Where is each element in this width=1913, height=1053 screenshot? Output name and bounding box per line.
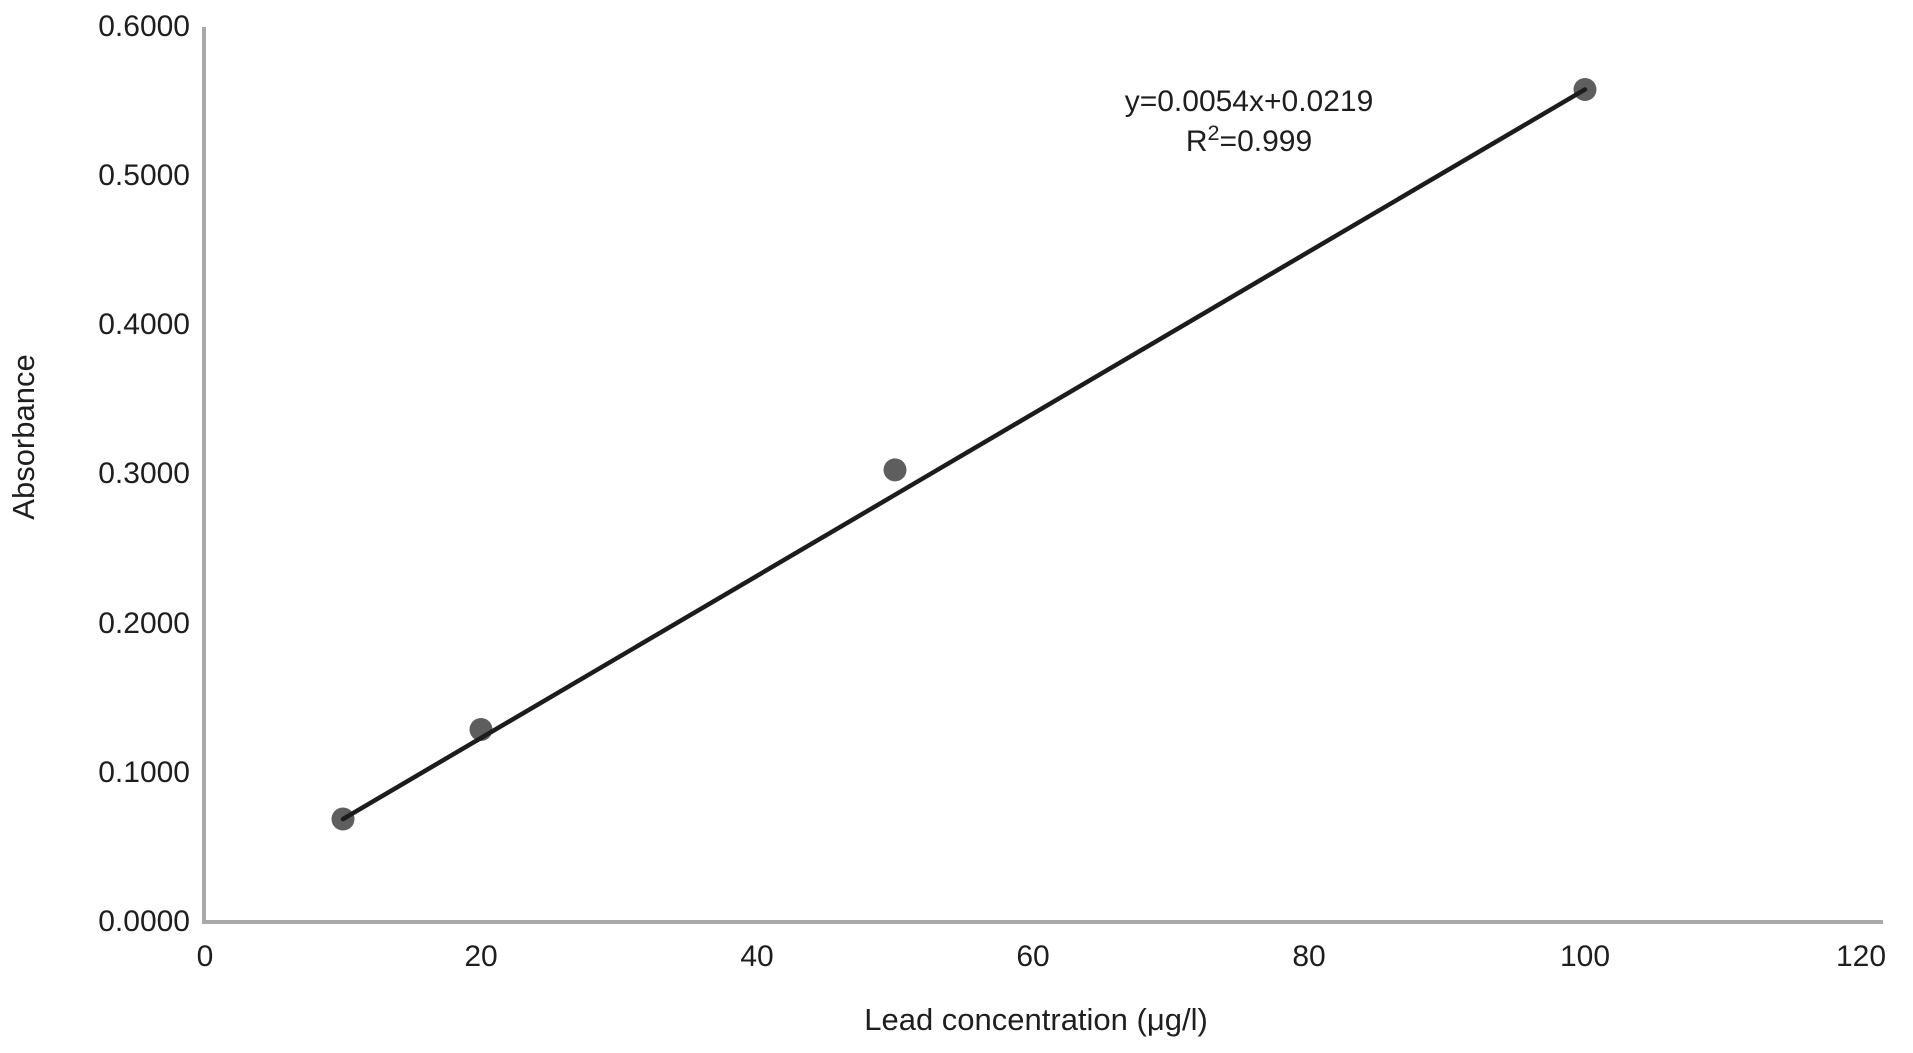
- y-tick-label: 0.1000: [98, 755, 190, 789]
- trendline-annotation: y=0.0054x+0.0219 R2=0.999: [1125, 82, 1374, 162]
- y-tick-label: 0.2000: [98, 606, 190, 640]
- y-tick-label: 0.4000: [98, 308, 190, 342]
- x-tick-label: 100: [1559, 940, 1611, 973]
- x-axis-title: Lead concentration (μg/l): [864, 1002, 1208, 1037]
- x-tick-label: 80: [1292, 940, 1326, 973]
- r-squared-exponent: 2: [1207, 120, 1220, 145]
- equation-text: y=0.0054x+0.0219: [1124, 85, 1374, 118]
- y-tick-label: 0.0000: [98, 905, 190, 938]
- r-squared-value: =0.999: [1219, 125, 1313, 158]
- x-tick-label: 0: [196, 940, 214, 973]
- x-tick-label: 20: [464, 940, 498, 973]
- trendline: [340, 87, 1588, 822]
- x-tick-label: 40: [740, 940, 774, 973]
- r-squared-prefix: R: [1185, 125, 1208, 158]
- y-axis-title: Absorbance: [6, 354, 41, 520]
- r-squared-text: R2=0.999: [1125, 122, 1374, 162]
- x-tick-label: 60: [1016, 940, 1050, 973]
- y-tick-label: 0.6000: [98, 9, 190, 43]
- data-point: [883, 458, 907, 482]
- x-tick-label: 120: [1835, 940, 1887, 973]
- y-tick-label: 0.3000: [98, 457, 190, 491]
- y-tick-label: 0.5000: [98, 159, 190, 192]
